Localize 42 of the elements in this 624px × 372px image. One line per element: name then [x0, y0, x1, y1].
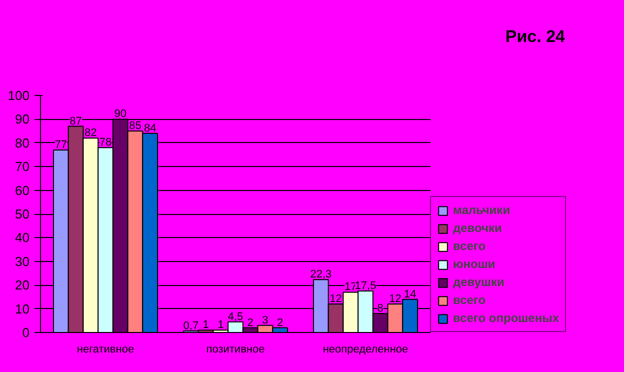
- data-label: 82: [84, 127, 97, 140]
- data-label: 14: [404, 288, 416, 300]
- data-label: 85: [129, 120, 142, 132]
- y-tick-label: 60: [15, 182, 30, 198]
- data-label: 4,5: [228, 310, 244, 323]
- legend-label: всего: [453, 239, 486, 253]
- data-label: 84: [144, 122, 156, 134]
- legend-label: девушки: [453, 275, 504, 289]
- y-tick-label: 50: [15, 206, 30, 222]
- y-tick-label: 90: [15, 112, 30, 127]
- legend-label: всего опрошеных: [453, 311, 560, 325]
- data-label: 8: [377, 302, 384, 315]
- data-label: 22,3: [310, 268, 332, 281]
- data-label: 87: [70, 115, 82, 128]
- data-label: 12: [330, 293, 342, 306]
- data-label: 90: [114, 108, 126, 120]
- data-label: 2: [277, 316, 284, 329]
- data-label: 12: [389, 293, 402, 306]
- data-label: 17,5: [354, 280, 376, 292]
- y-tick-label: 10: [15, 301, 30, 316]
- x-tick-label: неопределенное: [322, 344, 408, 356]
- legend-label: всего: [453, 293, 486, 307]
- x-tick-label: позитивное: [206, 344, 265, 356]
- y-tick-label: 70: [15, 159, 30, 174]
- y-tick-label: 30: [15, 254, 30, 269]
- data-label: 78: [99, 136, 112, 149]
- data-label: 2: [247, 316, 254, 329]
- y-tick-label: 20: [15, 278, 30, 293]
- data-label: 3: [262, 314, 268, 326]
- data-label: 1: [218, 319, 224, 332]
- y-tick-label: 40: [15, 230, 30, 246]
- legend-label: юноши: [453, 257, 496, 271]
- legend-label: девочки: [453, 221, 502, 235]
- y-tick-label: 80: [15, 135, 30, 150]
- data-label: 1: [202, 319, 209, 332]
- y-tick-label: 0: [22, 325, 30, 340]
- text: Рис. 24: [505, 26, 565, 48]
- data-label: 77: [54, 139, 68, 152]
- legend-label: мальчики: [453, 203, 510, 217]
- x-tick-label: негативное: [76, 344, 134, 356]
- data-label: 0,7: [183, 320, 199, 332]
- y-tick-label: 100: [8, 88, 30, 103]
